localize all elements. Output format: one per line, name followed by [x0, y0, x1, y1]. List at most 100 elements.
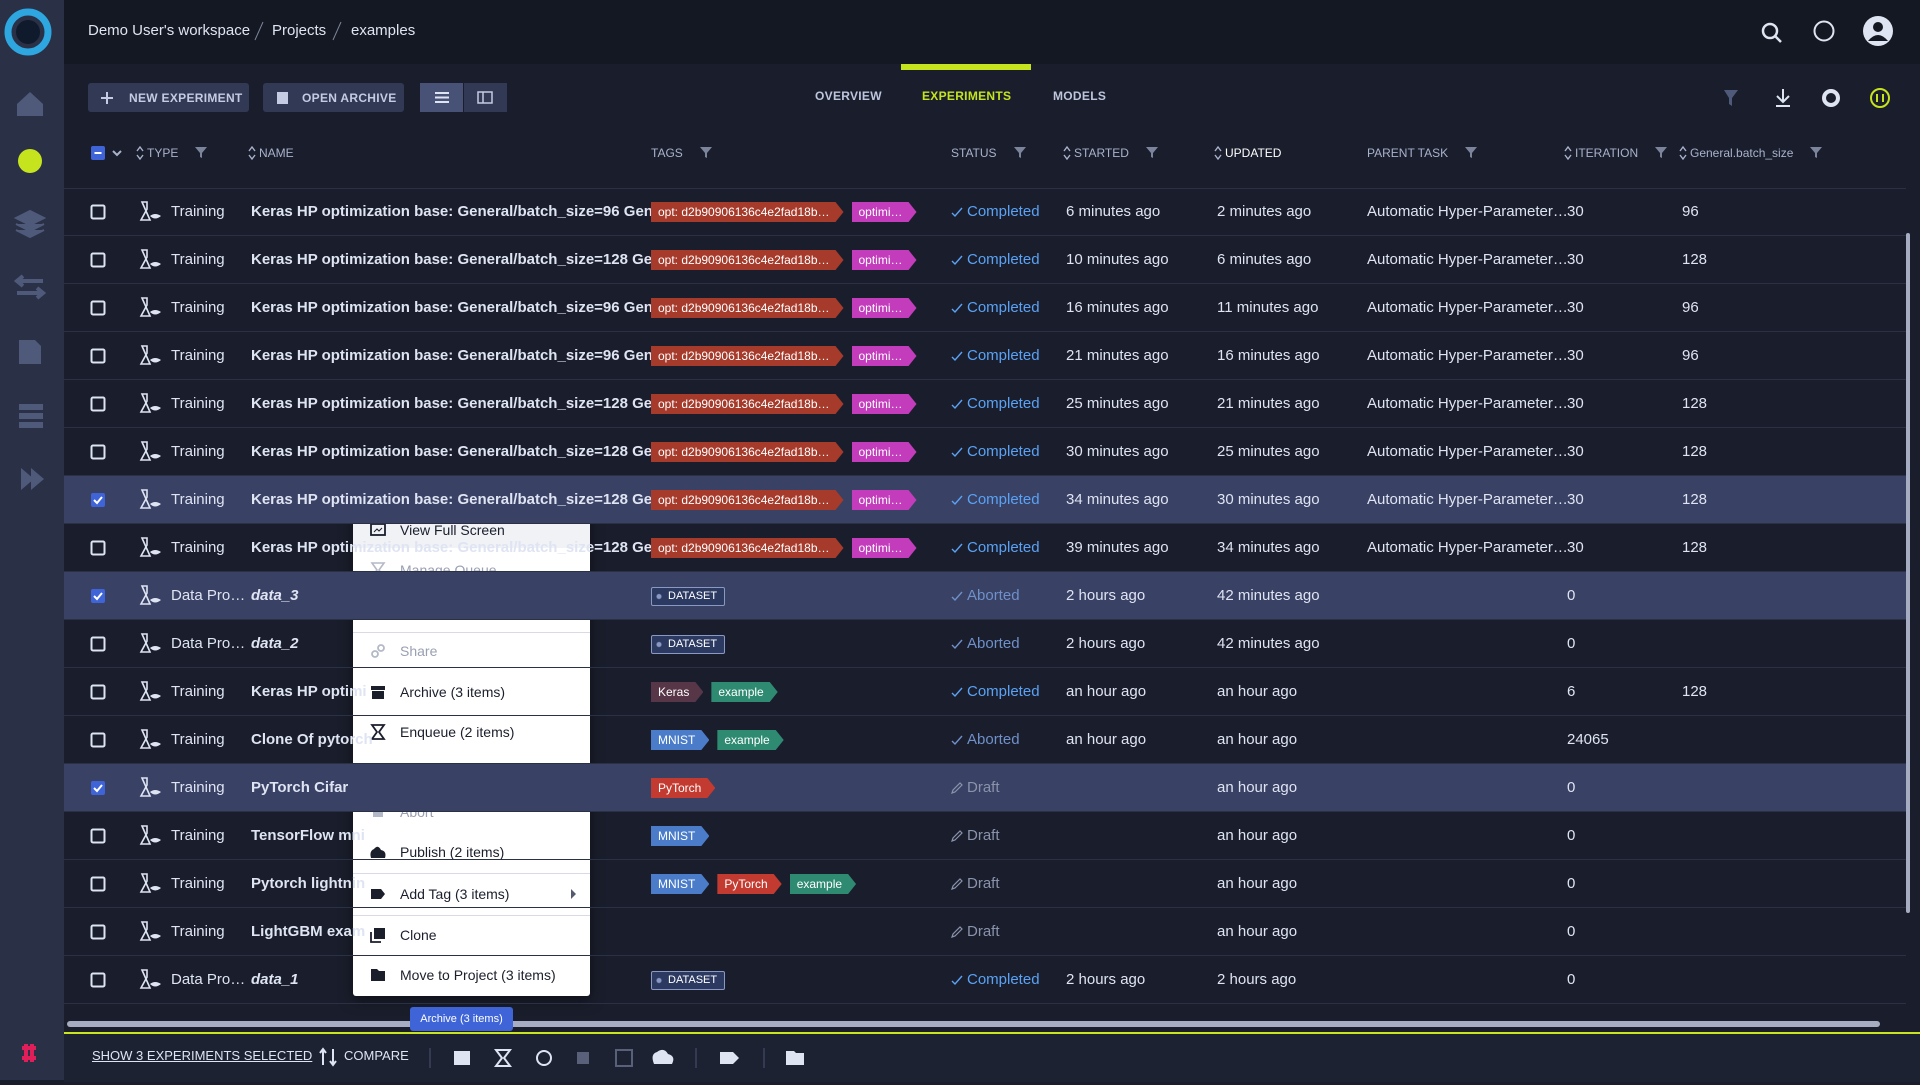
tag[interactable]: PyTorch — [717, 874, 781, 894]
column-header[interactable]: UPDATED — [1225, 146, 1282, 160]
tag[interactable]: DATASET — [651, 970, 726, 990]
move-action[interactable] — [786, 1051, 804, 1065]
row-checkbox[interactable] — [89, 347, 107, 365]
tab[interactable]: EXPERIMENTS — [922, 89, 1012, 103]
logo[interactable] — [4, 8, 52, 56]
search-icon[interactable] — [1761, 22, 1779, 40]
name[interactable]: data_1 — [251, 971, 299, 988]
filter-icon[interactable] — [699, 145, 713, 159]
tag[interactable]: MNIST — [651, 730, 709, 750]
vertical-scrollbar[interactable] — [1906, 233, 1912, 913]
menu-item[interactable]: Publish (2 items) — [353, 834, 590, 870]
help-icon[interactable] — [1813, 20, 1835, 42]
table-row[interactable]: Data Pro… data_3 DATASET Aborted 2 hours ago… — [64, 572, 1906, 620]
table-row[interactable]: Training Keras HP optimi Keras example Compl… — [64, 668, 1906, 716]
selection-link[interactable]: SHOW 3 EXPERIMENTS SELECTED — [92, 1048, 313, 1063]
table-row[interactable]: Data Pro… data_2 DATASET Aborted 2 hours ago… — [64, 620, 1906, 668]
tag[interactable]: MNIST — [651, 874, 709, 894]
abort-action[interactable] — [577, 1052, 589, 1064]
name[interactable]: Keras HP optimization base: General/batc… — [251, 539, 685, 556]
name[interactable]: PyTorch Cifar — [251, 779, 349, 796]
parent-task[interactable]: Automatic Hyper-Parameter… — [1367, 539, 1568, 556]
select-all-checkbox[interactable] — [89, 143, 129, 163]
row-checkbox[interactable] — [89, 251, 107, 269]
row-checkbox[interactable] — [89, 299, 107, 317]
tag[interactable]: optimi… — [852, 394, 917, 414]
row-checkbox[interactable] — [89, 923, 107, 941]
new-experiment-button[interactable]: NEW EXPERIMENT — [88, 83, 249, 112]
breadcrumb[interactable]: Demo User's workspace — [88, 22, 251, 39]
tag[interactable]: opt: d2b90906136c4e2fad18b… — [651, 490, 844, 510]
parent-task[interactable]: Automatic Hyper-Parameter… — [1367, 299, 1568, 316]
name[interactable]: Keras HP optimization base: General/batc… — [251, 347, 683, 364]
table-row[interactable]: Training Clone Of pytorch MNIST example Abor… — [64, 716, 1906, 764]
reports-icon[interactable] — [19, 340, 41, 364]
column-header[interactable]: NAME — [259, 146, 294, 160]
table-row[interactable]: Training Keras HP optimization base: Gene… — [64, 428, 1906, 476]
parent-task[interactable]: Automatic Hyper-Parameter… — [1367, 395, 1568, 412]
tag[interactable]: DATASET — [651, 586, 726, 606]
name[interactable]: LightGBM exam — [251, 923, 366, 940]
deploy-icon[interactable] — [21, 468, 44, 490]
tag[interactable]: optimi… — [852, 250, 917, 270]
tag[interactable]: example — [711, 682, 777, 702]
table-row[interactable]: Training PyTorch Cifar PyTorch Draft an hour… — [64, 764, 1906, 812]
publish-action[interactable] — [652, 1049, 674, 1064]
menu-item[interactable]: Add Tag (3 items) — [353, 876, 590, 912]
row-checkbox[interactable] — [89, 395, 107, 413]
name[interactable]: Keras HP optimi — [251, 683, 367, 700]
name[interactable]: Clone Of pytorch — [251, 731, 373, 748]
breadcrumb[interactable]: Projects — [272, 22, 327, 39]
table-row[interactable]: Training Keras HP optimization base: Gene… — [64, 476, 1906, 524]
tab[interactable]: OVERVIEW — [815, 89, 882, 103]
table-row[interactable]: Training Keras HP optimization base: Gene… — [64, 236, 1906, 284]
column-header[interactable]: General.batch_size — [1690, 146, 1794, 160]
row-checkbox[interactable] — [89, 491, 107, 509]
name[interactable]: data_2 — [251, 635, 299, 652]
table-row[interactable]: Data Pro… data_1 DATASET Completed 2 hours a… — [64, 956, 1906, 1004]
compare-button[interactable]: COMPARE — [344, 1048, 409, 1063]
table-row[interactable]: Training Keras HP optimization base: Gene… — [64, 524, 1906, 572]
table-row[interactable]: Training Pytorch lightnin MNIST PyTorch exam… — [64, 860, 1906, 908]
parent-task[interactable]: Automatic Hyper-Parameter… — [1367, 203, 1568, 220]
column-header[interactable]: STATUS — [951, 146, 997, 160]
row-checkbox[interactable] — [89, 587, 107, 605]
experiments-icon[interactable] — [18, 149, 42, 173]
name[interactable]: Keras HP optimization base: General/batc… — [251, 491, 685, 508]
name[interactable]: Keras HP optimization base: General/batc… — [251, 443, 685, 460]
row-checkbox[interactable] — [89, 443, 107, 461]
parent-task[interactable]: Automatic Hyper-Parameter… — [1367, 491, 1568, 508]
name[interactable]: Keras HP optimization base: General/batc… — [251, 251, 685, 268]
workers-icon[interactable] — [19, 404, 43, 428]
row-checkbox[interactable] — [89, 875, 107, 893]
tag[interactable]: optimi… — [852, 442, 917, 462]
tag[interactable]: optimi… — [852, 490, 917, 510]
parent-task[interactable]: Automatic Hyper-Parameter… — [1367, 443, 1568, 460]
pipelines-icon[interactable] — [13, 274, 47, 300]
column-header[interactable]: ITERATION — [1575, 146, 1639, 160]
tag[interactable]: MNIST — [651, 826, 709, 846]
tab[interactable]: MODELS — [1053, 89, 1107, 103]
tag[interactable]: optimi… — [852, 202, 917, 222]
filter-icon[interactable] — [1013, 145, 1027, 159]
tag[interactable]: example — [790, 874, 856, 894]
name[interactable]: Keras HP optimization base: General/batc… — [251, 299, 683, 316]
tag[interactable]: DATASET — [651, 634, 726, 654]
filter-icon[interactable] — [1145, 145, 1159, 159]
clear-filters-icon[interactable] — [1724, 90, 1738, 106]
tag[interactable]: opt: d2b90906136c4e2fad18b… — [651, 298, 844, 318]
horizontal-scrollbar[interactable] — [67, 1020, 1882, 1028]
menu-item[interactable]: Enqueue (2 items) — [353, 714, 590, 750]
column-header[interactable]: TAGS — [651, 146, 683, 160]
tag[interactable]: opt: d2b90906136c4e2fad18b… — [651, 202, 844, 222]
row-checkbox[interactable] — [89, 827, 107, 845]
name[interactable]: Keras HP optimization base: General/batc… — [251, 203, 683, 220]
home-icon[interactable] — [17, 92, 43, 116]
row-checkbox[interactable] — [89, 971, 107, 989]
slack-icon[interactable] — [22, 1044, 36, 1062]
row-checkbox[interactable] — [89, 731, 107, 749]
table-row[interactable]: Training LightGBM exam Draft an hour ago 0 — [64, 908, 1906, 956]
menu-item[interactable]: Move to Project (3 items) — [353, 957, 590, 993]
row-checkbox[interactable] — [89, 779, 107, 797]
tag[interactable]: optimi… — [852, 346, 917, 366]
